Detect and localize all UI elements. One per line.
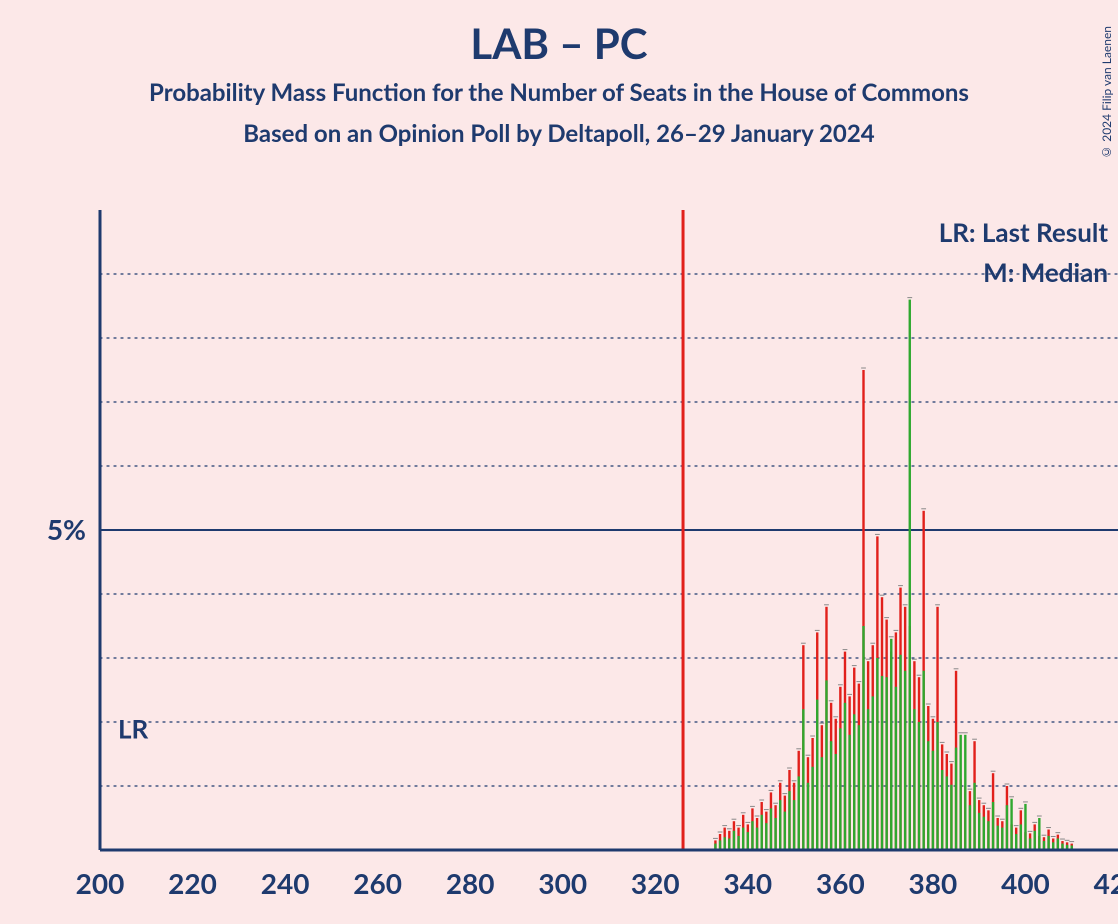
pmf-bar-green — [867, 709, 869, 850]
pmf-bar-green — [751, 821, 753, 850]
pmf-bar-green — [835, 754, 837, 850]
pmf-bar-green — [816, 700, 818, 850]
pmf-bar-green — [890, 639, 892, 850]
pmf-bar-green — [825, 680, 827, 850]
pmf-bar-green — [983, 817, 985, 850]
pmf-bar-green — [756, 828, 758, 850]
legend-m: M: Median — [983, 256, 1108, 288]
pmf-bar-green — [862, 626, 864, 850]
pmf-chart-svg: 5% 200 220 240 260 280 300 320 340 360 380 400 420 LR… — [40, 210, 1118, 924]
pmf-bar-green — [811, 767, 813, 850]
x-tick-label: 360 — [816, 866, 865, 900]
pmf-bar-green — [733, 831, 735, 850]
pmf-bar-green — [964, 735, 966, 850]
chart-subtitle-1: Probability Mass Function for the Number… — [0, 78, 1118, 107]
pmf-bar-green — [941, 770, 943, 850]
pmf-bar-green — [839, 728, 841, 850]
pmf-bar-green — [996, 826, 998, 850]
pmf-bar-green — [858, 725, 860, 850]
pmf-bar-green — [973, 783, 975, 850]
pmf-bar-green — [788, 791, 790, 850]
pmf-bar-green — [992, 802, 994, 850]
chart-main-title: LAB – PC — [0, 18, 1118, 68]
pmf-bar-green — [904, 671, 906, 850]
pmf-bar-green — [779, 800, 781, 850]
pmf-bar-green — [798, 776, 800, 850]
pmf-bar-green — [927, 741, 929, 850]
pmf-bar-green — [895, 687, 897, 850]
y-tick-label: 5% — [47, 512, 86, 546]
pmf-bar-green — [876, 658, 878, 850]
pmf-bar-green — [774, 818, 776, 850]
pmf-bar-green — [1047, 836, 1049, 850]
pmf-bar-green — [978, 813, 980, 850]
pmf-bar-green — [950, 785, 952, 850]
median-bar — [909, 300, 911, 850]
pmf-bar-green — [1015, 834, 1017, 850]
x-tick-label: 300 — [538, 866, 587, 900]
lr-axis-label: LR — [118, 712, 149, 744]
pmf-bar-green — [1020, 824, 1022, 850]
pmf-bar-green — [922, 671, 924, 850]
pmf-bar-green — [807, 783, 809, 850]
pmf-bar-green — [913, 709, 915, 850]
pmf-bar-green — [1038, 818, 1040, 850]
x-tick-label: 400 — [1001, 866, 1050, 900]
pmf-bar-green — [1034, 831, 1036, 850]
pmf-bar-green — [747, 832, 749, 850]
pmf-bar-green — [1010, 799, 1012, 850]
pmf-bar-green — [723, 837, 725, 850]
pmf-bar-green — [955, 748, 957, 850]
pmf-bar-green — [1029, 838, 1031, 850]
copyright-text: © 2024 Filip van Laenen — [1099, 26, 1114, 160]
pmf-bar-green — [848, 735, 850, 850]
pmf-bar-green — [1001, 828, 1003, 850]
pmf-bar-green — [765, 823, 767, 850]
chart-area: 5% 200 220 240 260 280 300 320 340 360 380 400 420 LR… — [40, 210, 1118, 924]
pmf-bar-green — [844, 703, 846, 850]
pmf-bar-green — [1024, 804, 1026, 850]
pmf-bar-green — [793, 800, 795, 850]
pmf-bar-green — [918, 722, 920, 850]
chart-subtitle-2: Based on an Opinion Poll by Deltapoll, 2… — [0, 119, 1118, 148]
pmf-bar-green — [932, 751, 934, 850]
pmf-bar-green — [821, 757, 823, 850]
pmf-bar-green — [987, 821, 989, 850]
pmf-bar-green — [784, 812, 786, 850]
pmf-bar-green — [761, 815, 763, 850]
x-tick-label: 420 — [1094, 866, 1118, 900]
x-tick-label: 380 — [909, 866, 958, 900]
pmf-bar-green — [969, 805, 971, 850]
x-tick-label: 260 — [353, 866, 402, 900]
pmf-bar-green — [936, 722, 938, 850]
pmf-bar-green — [885, 677, 887, 850]
legend-lr: LR: Last Result — [939, 216, 1109, 248]
pmf-bar-green — [1006, 805, 1008, 850]
x-tick-label: 280 — [446, 866, 495, 900]
pmf-bar-green — [1057, 838, 1059, 850]
pmf-bar-green — [802, 709, 804, 850]
x-tick-label: 200 — [76, 866, 125, 900]
x-tick-label: 320 — [631, 866, 680, 900]
pmf-bar-green — [728, 838, 730, 850]
pmf-bar-green — [737, 836, 739, 850]
pmf-bar-green — [830, 741, 832, 850]
x-tick-label: 240 — [261, 866, 310, 900]
pmf-bar-green — [872, 696, 874, 850]
pmf-bar-green — [853, 714, 855, 850]
pmf-bar-green — [959, 735, 961, 850]
pmf-bar-green — [770, 808, 772, 850]
pmf-bar-green — [742, 828, 744, 850]
pmf-bar-green — [881, 676, 883, 850]
pmf-bar-green — [946, 776, 948, 850]
pmf-bar-green — [899, 655, 901, 850]
x-tick-label: 220 — [168, 866, 217, 900]
x-tick-label: 340 — [723, 866, 772, 900]
